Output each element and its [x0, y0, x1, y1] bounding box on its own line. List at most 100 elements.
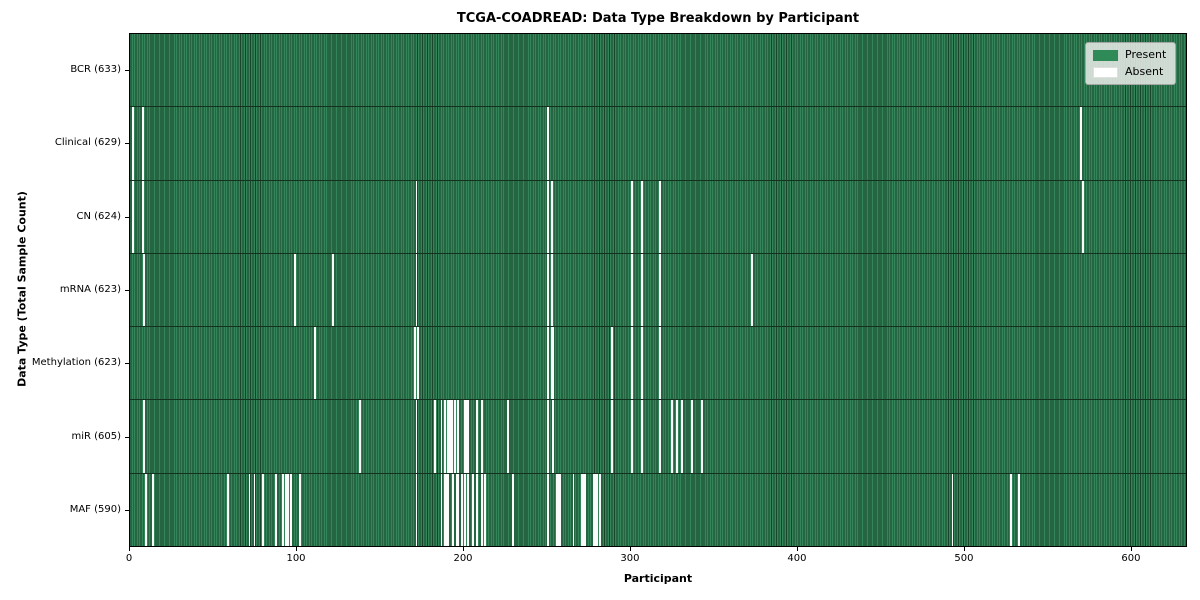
heatmap-row-cn	[130, 180, 1186, 254]
absent-bar	[415, 253, 418, 327]
absent-bar	[433, 400, 436, 473]
y-tick-label: MAF (590)	[69, 504, 121, 516]
legend-label-present: Present	[1125, 48, 1167, 61]
absent-bar	[592, 473, 595, 546]
x-tick-label: 400	[787, 553, 807, 564]
absent-bar	[465, 400, 468, 473]
y-tick-label: mRNA (623)	[59, 284, 121, 295]
y-tick-mark	[125, 216, 129, 218]
absent-bar	[475, 473, 478, 546]
absent-bar	[290, 473, 293, 546]
y-tick-label: CN (624)	[76, 210, 121, 222]
x-tick-mark	[1130, 547, 1132, 551]
absent-bar	[457, 400, 460, 473]
x-tick-label: 0	[125, 553, 133, 564]
absent-bar	[141, 180, 144, 253]
absent-bar	[248, 473, 251, 546]
heatmap-row-mir	[130, 400, 1186, 474]
absent-bar	[447, 473, 450, 546]
absent-bar	[557, 473, 560, 546]
absent-bar	[480, 473, 483, 546]
absent-bar	[582, 473, 585, 546]
absent-bar	[443, 400, 446, 473]
absent-bar	[450, 400, 453, 473]
absent-bar	[131, 107, 134, 180]
absent-bar	[1010, 473, 1012, 546]
y-tick-label: Clinical (629)	[54, 137, 121, 149]
absent-bar	[440, 400, 443, 473]
absent-swatch-icon	[1093, 66, 1118, 78]
plot-area	[129, 33, 1187, 547]
absent-bar	[676, 400, 678, 473]
absent-bar	[453, 400, 456, 473]
x-tick-label: 600	[1121, 553, 1141, 564]
absent-bar	[1080, 107, 1083, 180]
y-tick-label: BCR (633)	[70, 63, 121, 75]
absent-bar	[951, 473, 954, 546]
absent-bar	[552, 400, 555, 473]
absent-bar	[640, 400, 643, 473]
absent-bar	[599, 473, 602, 546]
absent-bar	[584, 473, 587, 546]
x-tick-mark	[796, 547, 798, 551]
absent-bar	[547, 253, 550, 327]
absent-bar	[145, 473, 147, 546]
legend: Present Absent	[1085, 42, 1177, 85]
absent-bar	[415, 473, 418, 546]
absent-bar	[415, 400, 418, 473]
absent-bar	[547, 327, 550, 400]
absent-bar	[630, 400, 633, 473]
absent-bar	[630, 327, 633, 400]
x-tick-label: 200	[453, 553, 473, 564]
absent-bar	[463, 473, 466, 546]
absent-bar	[286, 473, 289, 546]
absent-bar	[261, 473, 264, 546]
absent-bar	[640, 253, 643, 327]
absent-bar	[659, 253, 662, 327]
absent-bar	[413, 327, 416, 400]
legend-entry-absent: Absent	[1093, 66, 1166, 78]
x-axis-title: Participant	[623, 572, 693, 585]
absent-bar	[463, 400, 466, 473]
heatmap-row-maf	[130, 473, 1186, 546]
absent-bar	[484, 473, 486, 546]
x-tick-label: 100	[286, 553, 306, 564]
absent-bar	[457, 473, 460, 546]
absent-bar	[610, 400, 613, 473]
absent-bar	[417, 327, 420, 400]
y-tick-mark	[125, 510, 129, 512]
absent-bar	[671, 400, 673, 473]
present-swatch-icon	[1093, 49, 1118, 61]
absent-bar	[293, 253, 296, 327]
absent-bar	[552, 327, 555, 400]
absent-bar	[659, 327, 662, 400]
y-tick-label: miR (605)	[71, 430, 121, 442]
absent-bar	[332, 253, 334, 327]
x-tick-mark	[963, 547, 965, 551]
x-tick-label: 500	[954, 553, 974, 564]
absent-bar	[141, 107, 144, 180]
absent-bar	[467, 473, 470, 546]
heatmap-row-methylation	[130, 327, 1186, 401]
absent-bar	[555, 473, 558, 546]
absent-bar	[550, 253, 553, 327]
absent-bar	[701, 400, 703, 473]
absent-bar	[143, 400, 146, 473]
absent-bar	[480, 400, 483, 473]
absent-bar	[448, 400, 451, 473]
absent-bar	[475, 400, 478, 473]
absent-bar	[659, 400, 662, 473]
y-tick-mark	[125, 290, 129, 291]
absent-bar	[550, 180, 553, 253]
absent-bar	[1018, 473, 1021, 546]
absent-bar	[550, 327, 553, 400]
absent-bar	[313, 327, 316, 400]
absent-bar	[226, 473, 229, 546]
absent-bar	[445, 473, 448, 546]
absent-bar	[507, 400, 510, 473]
absent-bar	[751, 253, 754, 327]
absent-bar	[447, 400, 450, 473]
absent-bar	[681, 400, 683, 473]
absent-bar	[640, 180, 643, 253]
